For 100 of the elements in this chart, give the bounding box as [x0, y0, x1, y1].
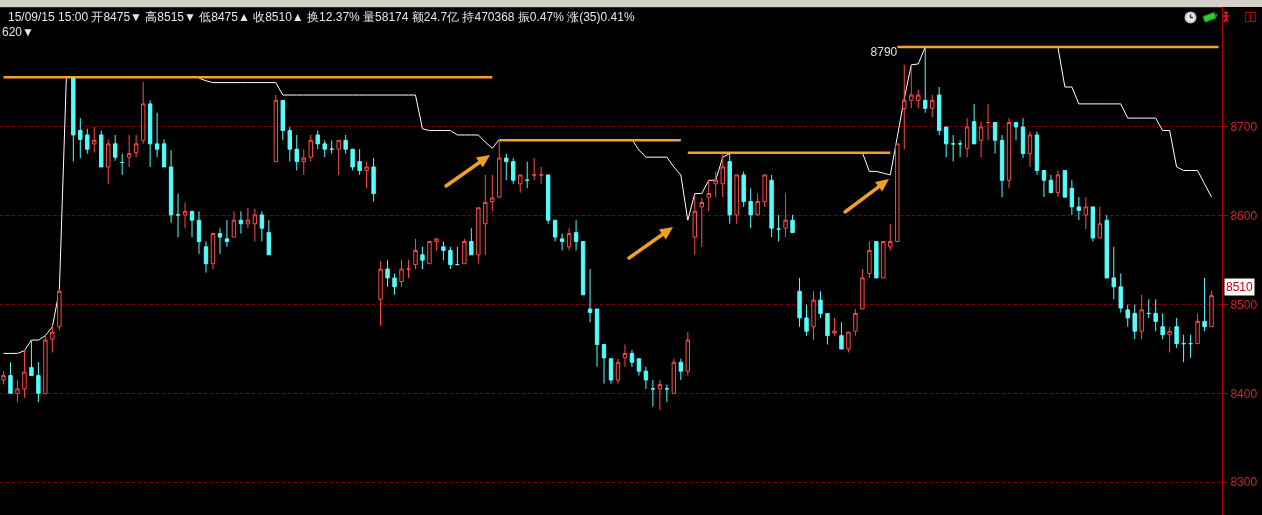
candlestick	[964, 117, 970, 158]
candlestick	[797, 277, 802, 328]
candlestick	[308, 134, 313, 163]
candlestick	[1174, 317, 1179, 349]
candlestick	[930, 94, 935, 118]
candlestick	[294, 134, 299, 171]
candlestick	[860, 268, 865, 310]
candlestick	[329, 139, 334, 155]
candlestick	[538, 166, 544, 185]
candlestick	[36, 361, 41, 403]
candlestick	[1195, 312, 1200, 345]
candlestick	[1013, 122, 1019, 141]
candlestick	[140, 81, 146, 145]
candlestick	[1027, 130, 1033, 168]
candlestick	[685, 331, 691, 377]
candlestick	[895, 143, 900, 243]
candlestick	[231, 210, 237, 238]
y-tick-label: 8600	[1230, 208, 1258, 223]
candlestick	[664, 383, 670, 403]
candlestick	[1167, 326, 1172, 354]
candlestick	[217, 227, 223, 255]
candlestick	[971, 103, 977, 145]
candlestick	[881, 241, 886, 279]
candlestick	[371, 157, 376, 203]
candlestick	[106, 138, 111, 185]
candlestick	[1069, 179, 1075, 216]
candlestick	[650, 379, 656, 408]
candlestick	[50, 324, 55, 354]
candlestick	[1034, 130, 1040, 176]
candlestick	[1125, 304, 1130, 328]
candlestick	[957, 139, 963, 158]
candlestick	[839, 321, 844, 350]
candlestick	[252, 208, 258, 243]
candlestick	[657, 379, 663, 411]
candlestick	[518, 174, 523, 194]
candlestick	[343, 134, 348, 155]
candlestick	[22, 349, 27, 399]
candlestick	[818, 290, 823, 319]
candlestick	[8, 361, 13, 394]
candlestick	[874, 241, 879, 279]
candlestick	[378, 260, 383, 327]
candlestick	[1055, 169, 1061, 198]
candlestick	[43, 335, 48, 394]
candlestick	[853, 308, 858, 337]
candlestick	[615, 358, 621, 385]
candlestick	[936, 86, 942, 136]
candlestick	[643, 366, 649, 390]
candlestick	[524, 161, 530, 189]
candlestick	[692, 194, 698, 256]
candlestick	[790, 214, 795, 234]
candlestick	[238, 210, 244, 235]
candlestick	[15, 379, 20, 403]
candlestick	[636, 358, 642, 377]
candlestick	[846, 331, 851, 354]
candlestick	[1041, 169, 1047, 198]
candlestick	[266, 219, 272, 256]
candlestick	[434, 238, 439, 251]
candlestick	[1006, 117, 1012, 189]
candlestick	[1139, 294, 1144, 340]
candlestick	[29, 339, 34, 377]
candlestick	[1020, 117, 1026, 159]
candlestick	[113, 134, 118, 162]
candlestick	[301, 148, 306, 176]
candlestick	[804, 304, 809, 337]
candlestick	[1104, 214, 1109, 279]
y-tick-label: 8500	[1230, 297, 1258, 312]
candlestick	[999, 134, 1005, 198]
candlestick	[552, 219, 558, 243]
candlestick	[189, 210, 195, 238]
candlestick	[1097, 206, 1103, 239]
candlestick	[224, 219, 230, 248]
candlestick	[336, 139, 341, 176]
candlestick	[1118, 272, 1123, 314]
candlestick	[1048, 174, 1054, 194]
candlestick	[315, 130, 320, 150]
candlestick	[133, 134, 139, 158]
candlestick	[1132, 304, 1137, 340]
candlestick	[608, 358, 614, 385]
candlestick	[622, 344, 628, 368]
candlestick	[573, 219, 579, 251]
candlestick	[161, 138, 167, 168]
candlestick	[57, 288, 62, 331]
candlestick	[678, 358, 684, 381]
candlestick	[950, 134, 956, 163]
candlestick	[909, 64, 914, 109]
candlestick	[671, 358, 677, 394]
candlestick	[259, 210, 265, 243]
candlestick	[566, 227, 572, 251]
candlestick	[483, 174, 488, 256]
candlestick	[322, 139, 327, 158]
candlestick	[455, 246, 460, 266]
candlestick	[727, 153, 732, 225]
candlestick	[203, 241, 209, 274]
candlestick	[196, 210, 202, 255]
candlestick	[92, 126, 97, 154]
data-label: 8790	[870, 45, 898, 60]
candlestick	[762, 174, 767, 208]
candlestick	[490, 174, 495, 212]
candlestick	[441, 241, 446, 261]
candlestick	[119, 153, 125, 176]
